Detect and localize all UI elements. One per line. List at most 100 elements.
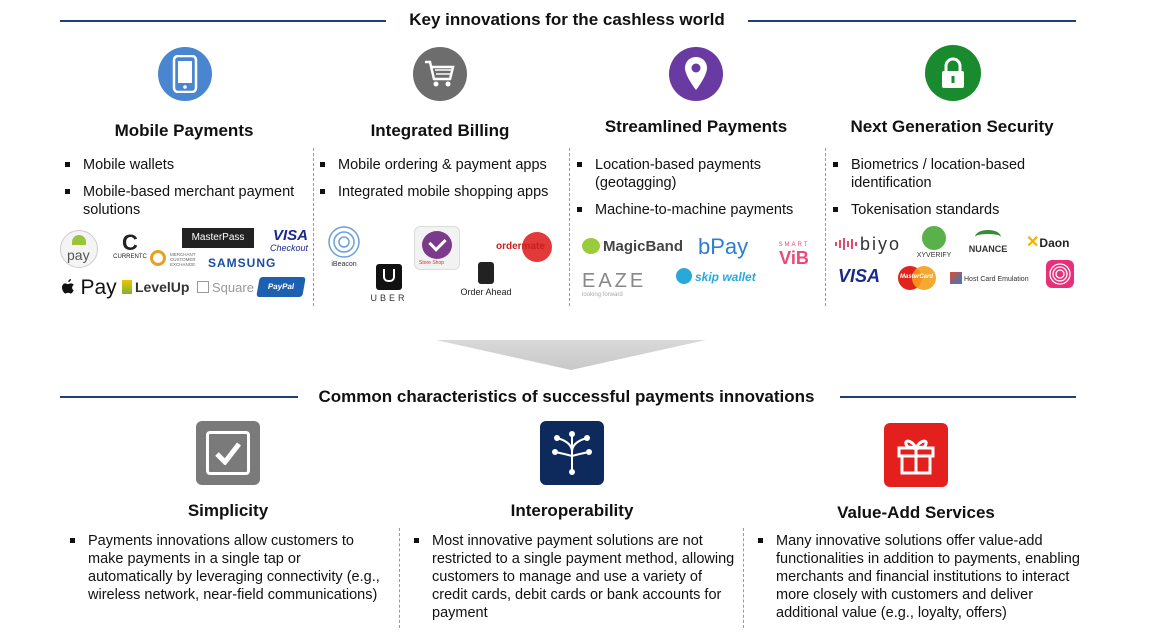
order-ahead-text: Order Ahead (460, 287, 512, 297)
simplicity-icon-box (196, 421, 260, 485)
smart-text: SMART (778, 242, 810, 248)
ordermate-logo: ordermate (496, 232, 552, 262)
levelup-text: LevelUp (135, 279, 190, 295)
value-add-title: Value-Add Services (837, 503, 995, 522)
value-add-description: Many innovative solutions offer value-ad… (754, 532, 1096, 622)
magicband-logo: MagicBand (582, 238, 683, 255)
list-item: Machine-to-machine payments (573, 201, 818, 219)
apple-pay-logo: Pay (60, 276, 117, 300)
skip-wallet-logo: skip wallet (676, 268, 756, 284)
ibeacon-text: iBeacon (331, 261, 357, 268)
masterpass-logo: MasterPass (182, 228, 254, 248)
visa-logo: VISA (838, 266, 881, 286)
vib-logo: SMART ViB (774, 242, 814, 268)
gift-icon (897, 439, 935, 475)
col-title-next-gen-security: Next Generation Security (850, 117, 1054, 136)
fingerprint-icon (1049, 263, 1071, 285)
ordermate-text: ordermate (496, 241, 545, 252)
samsung-logo: SAMSUNG (208, 256, 277, 270)
location-pin-icon (685, 57, 707, 90)
waveform-icon (835, 238, 857, 250)
next-gen-security-bullets: Biometrics / location-based identificati… (829, 156, 1074, 228)
android-pay-logo: pay (60, 230, 98, 268)
list-item: Location-based payments (geotagging) (573, 156, 818, 192)
eaze-sub-text: looking forward (582, 292, 623, 298)
xyverify-text: XYVERIFY (916, 252, 952, 259)
mastercard-logo: MasterCard (898, 266, 938, 290)
padlock-icon (942, 57, 964, 88)
magicband-text: MagicBand (603, 238, 684, 255)
currentc-logo: C CURRENTC (110, 232, 150, 261)
mastercard-text: MasterCard (900, 274, 934, 280)
nuance-text: NUANCE (968, 244, 1008, 254)
checkmark-icon (215, 442, 241, 465)
list-item: Biometrics / location-based identificati… (829, 156, 1074, 192)
bottom-rule-right (840, 396, 1076, 398)
biyo-logo: biyo (834, 234, 901, 255)
top-section-title: Key innovations for the cashless world (409, 10, 725, 29)
apple-pay-text: Pay (80, 276, 117, 299)
mobile-phone-icon (172, 55, 198, 93)
column-divider (399, 528, 400, 628)
column-divider (569, 148, 570, 306)
apple-icon (62, 279, 75, 294)
integrated-billing-bullets: Mobile ordering & payment apps Integrate… (316, 156, 566, 210)
simplicity-title: Simplicity (187, 501, 269, 520)
interoperability-icon-box (540, 421, 604, 485)
order-ahead-logo: Order Ahead (456, 262, 516, 297)
currentc-text: CURRENTC (113, 254, 147, 260)
integrated-billing-circle (413, 47, 467, 101)
levelup-logo: LevelUp (122, 279, 189, 295)
column-divider (313, 148, 314, 306)
next-gen-security-circle (925, 45, 981, 101)
paypal-text: PayPal (267, 282, 296, 291)
list-item: Mobile-based merchant payment solutions (61, 183, 311, 219)
hce-logo: Host Card Emulation (950, 272, 1029, 284)
shopping-cart-icon (425, 60, 455, 87)
visa-checkout-sub: Checkout (269, 243, 308, 253)
uber-text: UBER (370, 293, 408, 303)
mobile-payments-circle (158, 47, 212, 101)
list-item: Mobile ordering & payment apps (316, 156, 566, 174)
list-item: Integrated mobile shopping apps (316, 183, 566, 201)
bottom-section-title: Common characteristics of successful pay… (318, 387, 815, 406)
visa-checkout-logo: VISA Checkout (264, 228, 308, 253)
streamlined-payments-circle (669, 47, 723, 101)
network-branch-icon (552, 431, 592, 475)
skip-wallet-text: skip wallet (695, 270, 756, 284)
paypal-logo: PayPal (256, 277, 306, 297)
bpay-logo: bPay (698, 234, 749, 259)
col-title-integrated-billing: Integrated Billing (370, 121, 510, 140)
mcx-text: MERCHANT CUSTOMER EXCHANGE (170, 252, 196, 267)
eaze-logo: EAZE looking forward (582, 270, 646, 298)
android-pay-text: pay (67, 247, 90, 263)
masterpass-text: MasterPass (191, 232, 245, 243)
daon-text: Daon (1039, 236, 1070, 250)
column-divider (825, 148, 826, 306)
starbucks-app-text: Store Shop (419, 260, 445, 266)
visa-checkout-visa: VISA (272, 227, 308, 244)
square-logo: Square (197, 280, 254, 295)
starbucks-app-logo: Store Shop (414, 226, 460, 270)
list-item: Mobile wallets (61, 156, 311, 174)
nuance-logo: NUANCE (966, 230, 1010, 254)
xyverify-logo: XYVERIFY (914, 226, 954, 259)
biyo-text: biyo (860, 234, 902, 254)
top-rule-left (60, 20, 386, 22)
vib-text: ViB (779, 248, 809, 268)
interoperability-title: Interoperability (510, 501, 634, 520)
bottom-rule-left (60, 396, 298, 398)
simplicity-description: Payments innovations allow customers to … (66, 532, 388, 604)
ibeacon-icon (328, 226, 360, 258)
list-item: Tokenisation standards (829, 201, 1074, 219)
top-rule-right (748, 20, 1076, 22)
hce-text: Host Card Emulation (964, 276, 1029, 283)
uber-logo: UBER (368, 264, 410, 303)
eaze-text: EAZE (582, 270, 647, 292)
value-add-icon-box (884, 423, 948, 487)
column-divider (743, 528, 744, 628)
daon-logo: ✕Daon (1026, 234, 1070, 251)
ibeacon-logo: iBeacon (326, 226, 362, 268)
interoperability-description: Most innovative payment solutions are no… (410, 532, 740, 622)
mobile-payments-bullets: Mobile wallets Mobile-based merchant pay… (61, 156, 311, 228)
